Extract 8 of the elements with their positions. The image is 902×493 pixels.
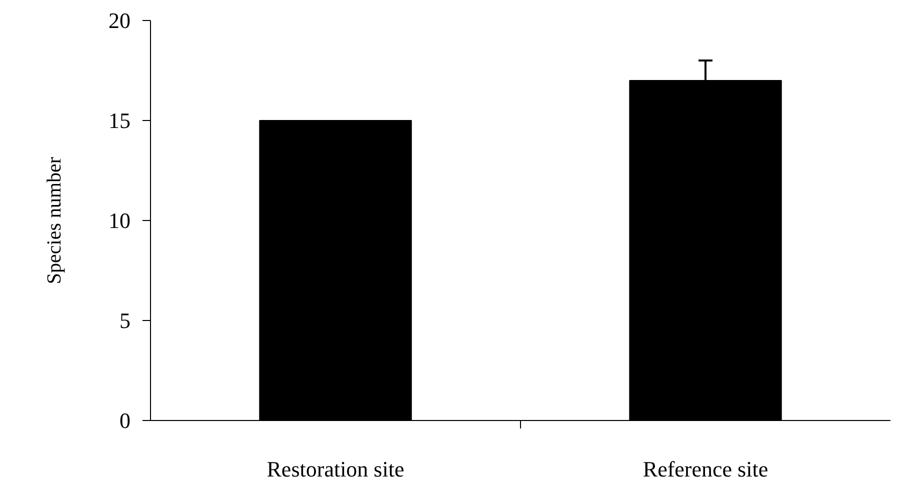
y-tick-label: 15 [108,108,130,133]
y-tick-label: 10 [108,208,130,233]
x-tick-label: Restoration site [266,456,404,482]
y-tick-label: 5 [120,308,130,333]
y-tick-label: 20 [108,8,130,33]
x-tick-label: Reference site [642,456,768,482]
y-tick-label: 0 [120,408,130,433]
y-axis-title: Species number [44,156,66,284]
